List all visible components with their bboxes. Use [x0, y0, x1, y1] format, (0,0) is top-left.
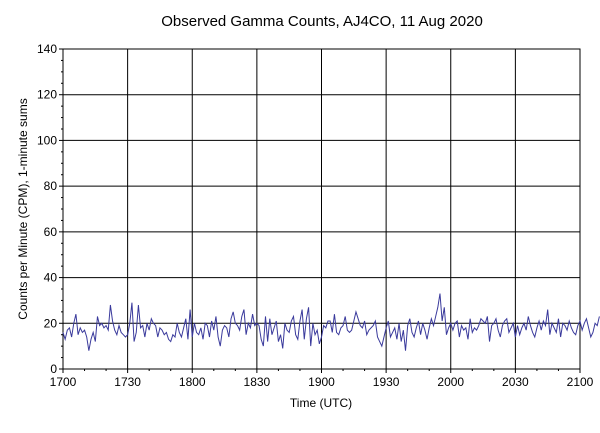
- x-tick-label: 1900: [308, 375, 335, 389]
- x-tick-label: 1730: [114, 375, 141, 389]
- x-tick-label: 2000: [437, 375, 464, 389]
- x-axis-label: Time (UTC): [290, 396, 352, 410]
- y-axis-label: Counts per Minute (CPM), 1-minute sums: [16, 98, 30, 319]
- x-tick-label: 2100: [567, 375, 594, 389]
- y-axis: 0 20 40 60 80 100 120 140: [37, 42, 63, 376]
- y-tick-label: 20: [44, 316, 58, 330]
- y-tick-label: 80: [44, 179, 58, 193]
- series-line: [62, 293, 600, 351]
- x-tick-label: 1830: [244, 375, 271, 389]
- y-tick-label: 60: [44, 225, 58, 239]
- y-tick-label: 120: [37, 88, 57, 102]
- chart-title: Observed Gamma Counts, AJ4CO, 11 Aug 202…: [161, 13, 483, 30]
- x-tick-label: 1800: [179, 375, 206, 389]
- series-layer: [62, 293, 600, 351]
- x-tick-label: 2030: [502, 375, 529, 389]
- x-axis: 1700 1730 1800 1830 1900 1930 2000 2030 2100: [50, 369, 594, 389]
- y-tick-label: 100: [37, 133, 57, 147]
- y-tick-label: 0: [50, 362, 57, 376]
- x-tick-label: 1930: [373, 375, 400, 389]
- y-tick-label: 40: [44, 271, 58, 285]
- x-tick-label: 1700: [50, 375, 77, 389]
- grid: [62, 48, 581, 370]
- y-tick-label: 140: [37, 42, 57, 56]
